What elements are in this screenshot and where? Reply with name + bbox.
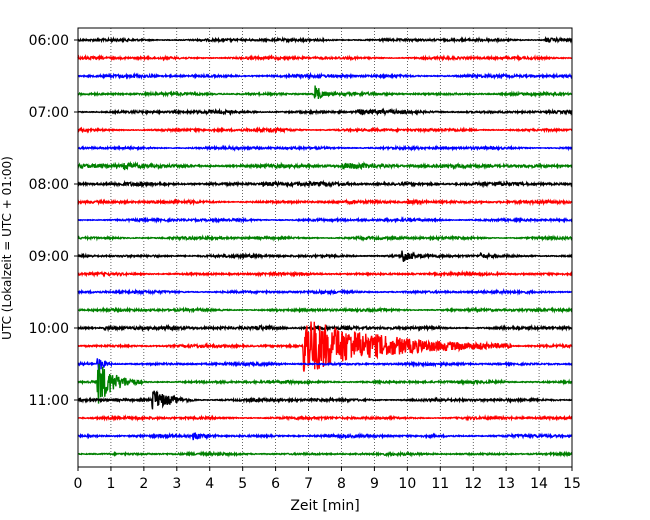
trace-line	[77, 390, 573, 410]
trace-line	[77, 288, 573, 297]
trace-line	[77, 85, 573, 100]
y-tick-label: 06:00	[29, 33, 69, 49]
trace-line	[77, 71, 573, 80]
x-tick-label: 3	[172, 476, 181, 492]
trace-line	[77, 414, 573, 422]
x-axis: 0 1 2 3 4 5 6 7 8 9 10 11 12 13 14 15	[74, 467, 581, 492]
trace-line	[77, 36, 573, 44]
trace-line	[77, 432, 573, 441]
trace-line	[77, 269, 573, 278]
trace-line	[77, 363, 573, 404]
y-tick-label: 09:00	[29, 249, 69, 265]
trace-line	[77, 179, 573, 189]
trace-line	[77, 321, 573, 372]
trace-line	[77, 160, 573, 171]
trace-group	[77, 36, 573, 458]
y-tick-label: 10:00	[29, 321, 69, 337]
x-tick-label: 9	[370, 476, 379, 492]
trace-line	[77, 198, 573, 207]
x-tick-label: 12	[464, 476, 482, 492]
x-tick-label: 7	[304, 476, 313, 492]
x-grid	[110, 28, 540, 467]
x-tick-label: 10	[398, 476, 416, 492]
trace-line	[77, 450, 573, 458]
trace-line	[77, 358, 573, 374]
y-axis-label: UTC (Lokalzeit = UTC + 01:00)	[0, 156, 14, 340]
trace-line	[77, 53, 573, 62]
trace-line	[77, 107, 573, 117]
x-tick-label: 15	[563, 476, 581, 492]
x-tick-label: 1	[106, 476, 115, 492]
trace-line	[77, 306, 573, 314]
x-tick-label: 14	[530, 476, 548, 492]
trace-line	[77, 216, 573, 224]
x-tick-label: 8	[337, 476, 346, 492]
trace-line	[77, 126, 573, 134]
y-tick-label: 11:00	[29, 393, 69, 409]
trace-line	[77, 144, 573, 152]
y-axis: 06:00 07:00 08:00 09:00 10:00 11:00	[29, 33, 78, 409]
x-tick-label: 4	[205, 476, 214, 492]
x-tick-label: 2	[139, 476, 148, 492]
plot-frame	[77, 27, 573, 468]
trace-line	[77, 250, 573, 263]
x-tick-label: 6	[271, 476, 280, 492]
x-tick-label: 11	[431, 476, 449, 492]
y-tick-label: 08:00	[29, 177, 69, 193]
x-tick-label: 5	[238, 476, 247, 492]
trace-line	[77, 234, 573, 243]
y-tick-label: 07:00	[29, 105, 69, 121]
x-tick-label: 13	[497, 476, 515, 492]
x-tick-label: 0	[74, 476, 83, 492]
x-axis-label: Zeit [min]	[290, 498, 359, 514]
